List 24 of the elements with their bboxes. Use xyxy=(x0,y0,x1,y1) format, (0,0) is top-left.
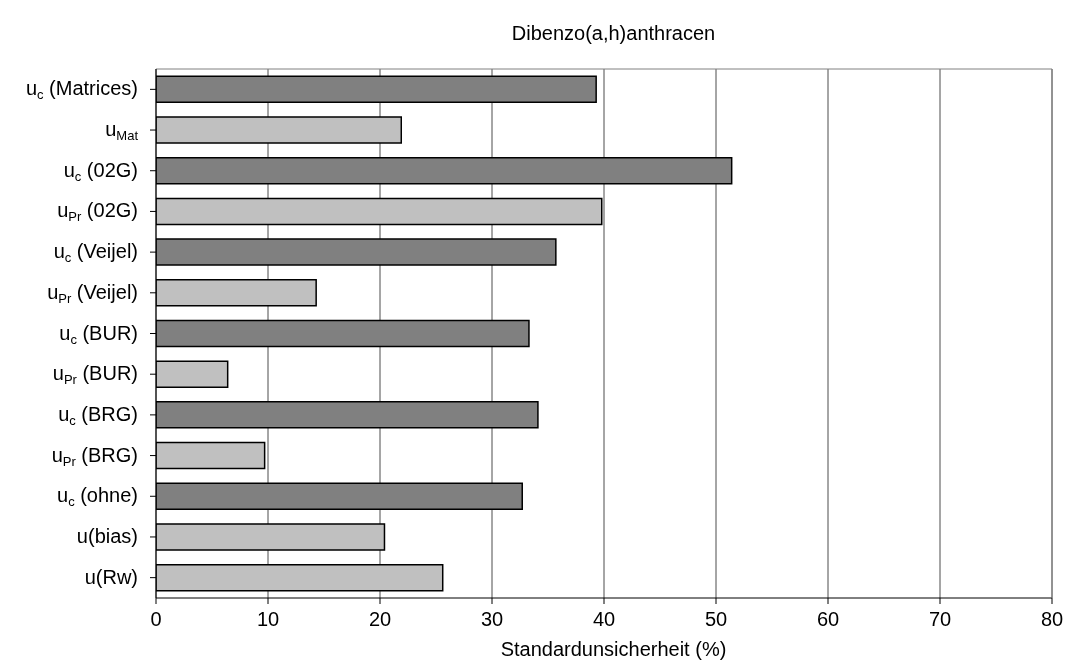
y-tick-label: u$_{Pr}$ (02G) xyxy=(57,199,138,225)
x-tick-label: 50 xyxy=(704,608,728,631)
y-tick-label: u$_{c}$ (02G) xyxy=(63,158,138,184)
x-tick-label: 10 xyxy=(256,608,280,631)
chart-title: Dibenzo(a,h)anthracen xyxy=(510,21,717,46)
x-tick-label: 80 xyxy=(1040,608,1064,631)
y-tick-label: u(bias) xyxy=(76,524,138,547)
y-tick-label: u(Rw) xyxy=(84,565,138,588)
y-tick-label: u$_{c}$ (Matrices) xyxy=(25,77,138,103)
y-tick-label: u$_{Pr}$ (BUR) xyxy=(52,362,138,388)
x-tick-label: 60 xyxy=(816,608,840,631)
y-tick-label: u$_{Pr}$ (BRG) xyxy=(51,443,138,469)
y-tick-label: u$_{c}$ (ohne) xyxy=(57,484,138,510)
x-axis-title: Standardunsicherheit (%) xyxy=(499,638,728,660)
x-tick-label: 0 xyxy=(150,608,162,631)
y-tick-label: u$_{Mat}$ xyxy=(105,118,139,144)
x-tick-label: 70 xyxy=(928,608,952,631)
y-tick-label: u$_{c}$ (BRG) xyxy=(58,402,138,428)
y-tick-label: u$_{c}$ (BUR) xyxy=(59,321,138,347)
x-tick-label: 30 xyxy=(480,608,504,631)
y-tick-label: u$_{c}$ (Veijel) xyxy=(53,240,138,266)
y-tick-label: u$_{Pr}$ (Veijel) xyxy=(47,280,138,306)
x-tick-label: 40 xyxy=(592,608,616,631)
x-tick-label: 20 xyxy=(368,608,392,631)
